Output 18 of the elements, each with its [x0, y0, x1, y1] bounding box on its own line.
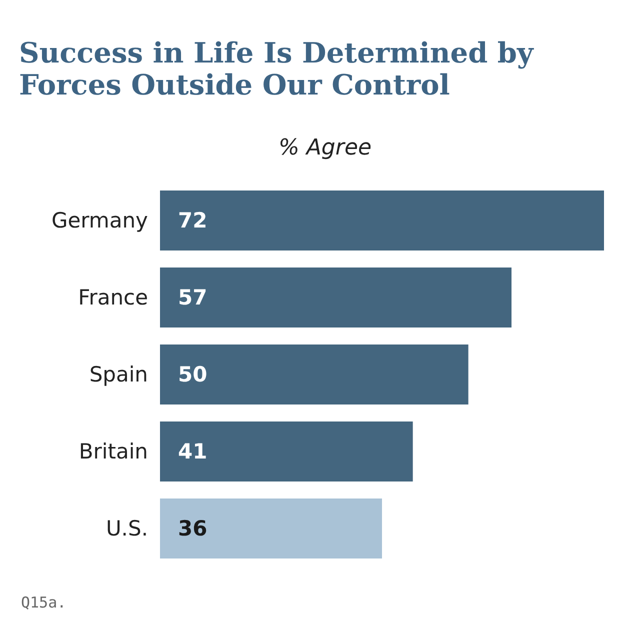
data-label: 50: [178, 362, 208, 386]
y-tick-label: U.S.: [106, 516, 148, 540]
data-label: 41: [178, 440, 208, 464]
data-label: 36: [178, 516, 208, 540]
bar: [160, 421, 413, 482]
chart-subtitle: % Agree: [278, 136, 372, 160]
text: Q15a.: [21, 594, 66, 612]
bar: [160, 267, 512, 328]
y-tick-label: Britain: [78, 440, 148, 464]
bar: [160, 344, 468, 405]
bar: [160, 190, 604, 251]
chart-title: Success in Life Is Determined by Forces Outside Our Control: [19, 36, 534, 102]
bar: [160, 498, 382, 559]
y-tick-label: Spain: [89, 362, 148, 386]
y-tick-label: France: [78, 286, 148, 310]
data-label: 72: [178, 208, 208, 232]
data-label: 57: [178, 286, 208, 310]
y-tick-label: Germany: [51, 208, 148, 232]
